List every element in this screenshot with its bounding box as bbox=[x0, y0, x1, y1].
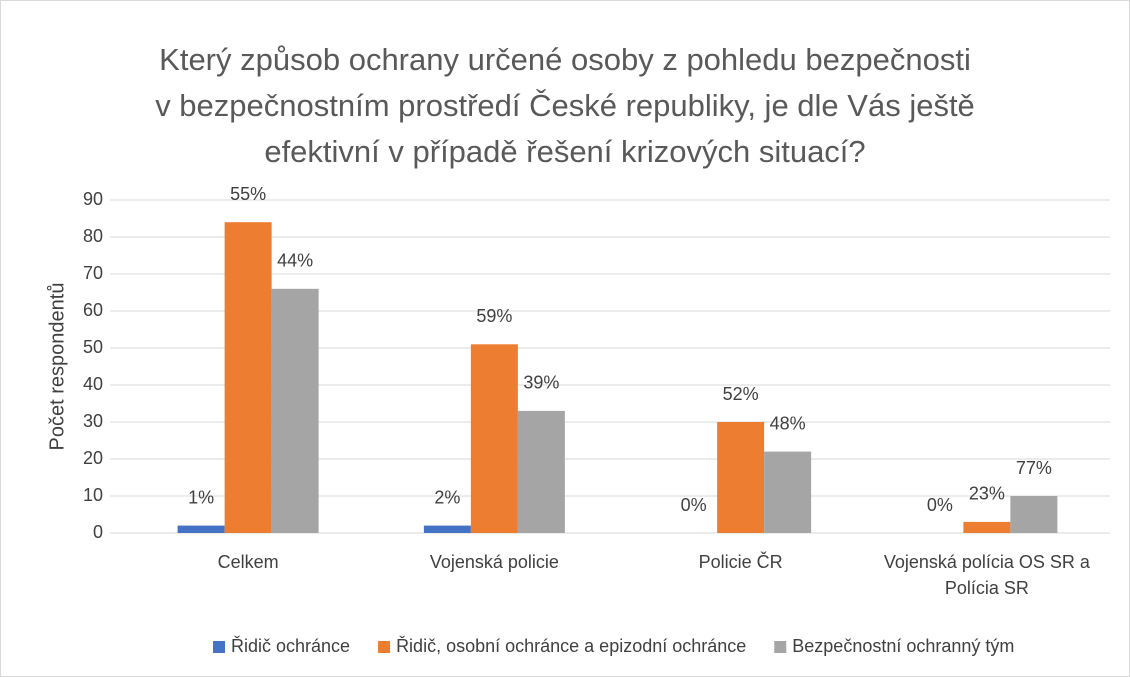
bar bbox=[224, 222, 272, 533]
data-label: 52% bbox=[723, 384, 759, 404]
chart-title: Který způsob ochrany určené osoby z pohl… bbox=[159, 42, 971, 77]
bar bbox=[271, 288, 319, 533]
y-tick-label: 90 bbox=[83, 189, 103, 209]
legend-swatch bbox=[774, 641, 787, 653]
legend-label: Bezpečnostní ochranný tým bbox=[792, 636, 1014, 656]
y-tick-label: 30 bbox=[83, 411, 103, 431]
data-label: 44% bbox=[277, 251, 313, 271]
bar bbox=[177, 525, 225, 533]
data-label: 23% bbox=[969, 484, 1005, 504]
y-tick-label: 70 bbox=[83, 263, 103, 283]
legend-swatch bbox=[213, 641, 225, 653]
data-label: 48% bbox=[770, 413, 806, 433]
y-tick-label: 50 bbox=[83, 337, 103, 357]
bar bbox=[423, 525, 471, 533]
data-label: 2% bbox=[434, 487, 460, 507]
bar bbox=[764, 451, 812, 533]
y-tick-label: 10 bbox=[83, 485, 103, 505]
chart-title: v bezpečnostním prostředí České republik… bbox=[155, 88, 975, 123]
y-tick-label: 80 bbox=[83, 226, 103, 246]
x-tick-label: Policie ČR bbox=[698, 552, 783, 572]
legend-label: Řidič, osobní ochránce a epizodní ochrán… bbox=[396, 636, 746, 656]
x-tick-label: Vojenská polícia OS SR a Polícia SR bbox=[883, 552, 1090, 598]
data-label: 77% bbox=[1016, 458, 1052, 478]
bar bbox=[717, 422, 765, 533]
y-tick-label: 60 bbox=[83, 300, 103, 320]
data-label: 0% bbox=[681, 495, 707, 515]
bar bbox=[517, 410, 565, 533]
x-tick-label: Celkem bbox=[217, 552, 279, 572]
data-label: 55% bbox=[230, 184, 266, 204]
y-tick-label: 20 bbox=[83, 448, 103, 468]
bar bbox=[963, 521, 1011, 533]
data-label: 59% bbox=[476, 306, 512, 326]
y-tick-label: 0 bbox=[93, 522, 103, 542]
x-tick-label: Vojenská policie bbox=[429, 552, 559, 572]
legend-label: Řidič ochránce bbox=[231, 636, 350, 656]
legend-swatch bbox=[378, 641, 391, 653]
chart-title: efektivní v případě řešení krizových sit… bbox=[264, 134, 865, 169]
bar bbox=[1010, 496, 1058, 533]
bar bbox=[470, 344, 518, 533]
data-label: 1% bbox=[188, 487, 214, 507]
y-tick-label: 40 bbox=[83, 374, 103, 394]
data-label: 39% bbox=[523, 373, 559, 393]
data-label: 0% bbox=[927, 495, 953, 515]
y-axis-label: Počet respondentů bbox=[46, 283, 68, 451]
